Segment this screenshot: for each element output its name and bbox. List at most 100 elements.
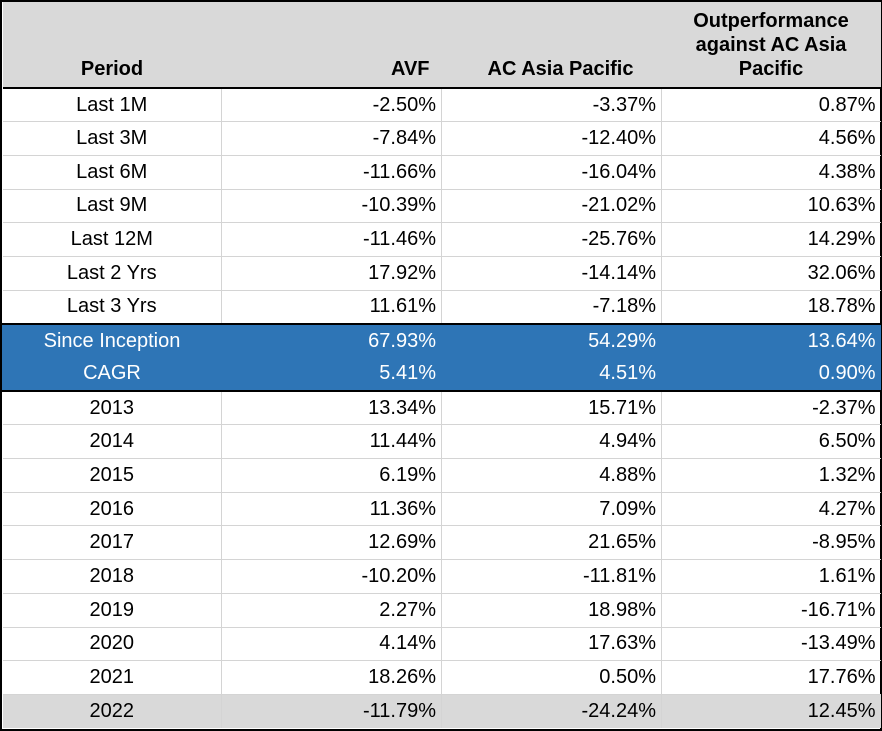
header-avf: AVF [221,2,442,89]
table-row: 2015 6.19% 4.88% 1.32% [2,458,881,493]
cell-period: 2019 [2,593,222,628]
cell-ac-asia-pacific: -12.40% [441,121,662,156]
cell-ac-asia-pacific: -14.14% [441,256,662,291]
header-row: Period AVF AC Asia Pacific Outperformanc… [2,2,881,89]
cell-ac-asia-pacific: 4.88% [441,458,662,493]
table-row: Last 6M -11.66% -16.04% 4.38% [2,155,881,190]
cell-outperformance: 14.29% [661,222,881,257]
cell-outperformance: 4.56% [661,121,881,156]
header-outperformance-line2: against AC Asia [695,34,847,56]
cell-ac-asia-pacific: -7.18% [441,290,662,325]
table-row: 2016 11.36% 7.09% 4.27% [2,492,881,527]
cell-period: Last 3M [2,121,222,156]
cell-avf: -11.46% [221,222,442,257]
cell-outperformance: -16.71% [661,593,881,628]
cell-avf: -7.84% [221,121,442,156]
cell-avf: 6.19% [221,458,442,493]
cell-period: Last 3 Yrs [2,290,222,325]
table-row: 2020 4.14% 17.63% -13.49% [2,627,881,662]
cell-avf: -2.50% [221,88,442,123]
cell-period: 2015 [2,458,222,493]
cell-ac-asia-pacific: -3.37% [441,88,662,123]
cell-avf: 18.26% [221,660,442,695]
table-row: Last 3M -7.84% -12.40% 4.56% [2,121,881,156]
cell-ac-asia-pacific: -21.02% [441,189,662,224]
header-outperformance-line1: Outperformance [693,10,849,32]
cell-ac-asia-pacific: 18.98% [441,593,662,628]
cell-period: 2017 [2,525,222,561]
table-row: Last 12M -11.46% -25.76% 14.29% [2,222,881,257]
cell-avf: 12.69% [221,525,442,561]
cell-ac-asia-pacific: 21.65% [441,525,662,561]
cell-avf: 5.41% [221,357,442,393]
cell-period: CAGR [2,357,222,393]
cell-outperformance: -8.95% [661,525,881,561]
cell-period: 2022 [2,694,222,729]
cell-outperformance: 1.32% [661,458,881,493]
cell-outperformance: 4.27% [661,492,881,527]
cell-period: 2018 [2,559,222,594]
cell-ac-asia-pacific: 17.63% [441,627,662,662]
cell-outperformance: 1.61% [661,559,881,594]
table-row: Last 3 Yrs 11.61% -7.18% 18.78% [2,290,881,325]
cell-ac-asia-pacific: -11.81% [441,559,662,594]
table-row: 2019 2.27% 18.98% -16.71% [2,593,881,628]
cell-period: 2020 [2,627,222,662]
cell-ac-asia-pacific: 7.09% [441,492,662,527]
cell-outperformance: 4.38% [661,155,881,190]
cell-avf: 17.92% [221,256,442,291]
cell-ac-asia-pacific: 15.71% [441,391,662,426]
cell-outperformance: 32.06% [661,256,881,291]
cell-ac-asia-pacific: -25.76% [441,222,662,257]
cell-ac-asia-pacific: 0.50% [441,660,662,695]
cell-outperformance: 10.63% [661,189,881,224]
cell-ac-asia-pacific: 4.51% [441,357,662,393]
cell-outperformance: 0.87% [661,88,881,123]
table-row: 2017 12.69% 21.65% -8.95% [2,525,881,561]
cell-period: Last 1M [2,88,222,123]
table-body: Last 1M -2.50% -3.37% 0.87% Last 3M -7.84% -12… [2,88,881,729]
cell-outperformance: -2.37% [661,391,881,426]
cell-outperformance: 18.78% [661,290,881,325]
header-period: Period [2,2,222,89]
cell-period: Last 9M [2,189,222,224]
cell-outperformance: 0.90% [661,357,881,393]
header-ac-asia-pacific: AC Asia Pacific [441,2,662,89]
cell-outperformance: 13.64% [661,322,881,358]
cell-avf: 11.61% [221,290,442,325]
cell-period: Since Inception [2,322,222,358]
table-row: Last 1M -2.50% -3.37% 0.87% [2,88,881,123]
cell-avf: 2.27% [221,593,442,628]
table-row: Since Inception 67.93% 54.29% 13.64% [2,322,881,358]
cell-avf: -11.79% [221,694,442,729]
cell-avf: 13.34% [221,391,442,426]
cell-period: 2016 [2,492,222,527]
table-header: Period AVF AC Asia Pacific Outperformanc… [2,2,881,89]
cell-period: Last 12M [2,222,222,257]
cell-ac-asia-pacific: -16.04% [441,155,662,190]
table-row: 2013 13.34% 15.71% -2.37% [2,391,881,426]
table-row: CAGR 5.41% 4.51% 0.90% [2,357,881,393]
table-row: 2018 -10.20% -11.81% 1.61% [2,559,881,594]
table-row: 2014 11.44% 4.94% 6.50% [2,424,881,460]
table-row: 2022 -11.79% -24.24% 12.45% [2,694,881,729]
cell-avf: 67.93% [221,322,442,358]
table-row: Last 9M -10.39% -21.02% 10.63% [2,189,881,224]
cell-outperformance: -13.49% [661,627,881,662]
cell-avf: 11.44% [221,424,442,460]
cell-ac-asia-pacific: -24.24% [441,694,662,729]
cell-avf: 4.14% [221,627,442,662]
cell-avf: -10.20% [221,559,442,594]
table-row: Last 2 Yrs 17.92% -14.14% 32.06% [2,256,881,291]
header-outperformance: Outperformance against AC Asia Pacific [661,2,881,89]
cell-avf: 11.36% [221,492,442,527]
cell-ac-asia-pacific: 4.94% [441,424,662,460]
cell-avf: -11.66% [221,155,442,190]
table-row: 2021 18.26% 0.50% 17.76% [2,660,881,695]
cell-period: 2013 [2,391,222,426]
cell-period: Last 6M [2,155,222,190]
cell-ac-asia-pacific: 54.29% [441,322,662,358]
cell-outperformance: 17.76% [661,660,881,695]
